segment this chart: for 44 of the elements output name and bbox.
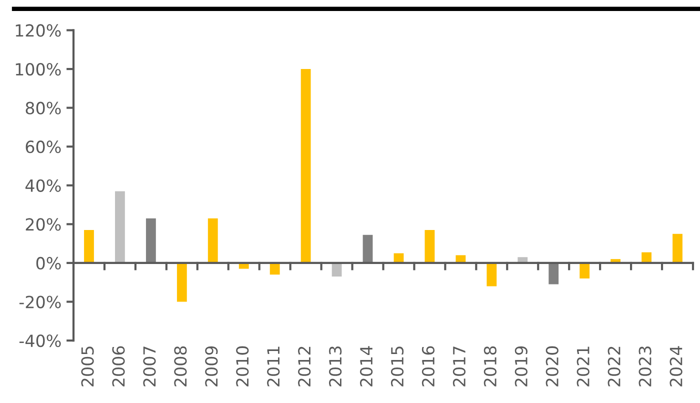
- x-tick-label: 2023: [638, 346, 652, 386]
- x-tick-label: 2019: [514, 346, 528, 386]
- bar: [672, 234, 682, 263]
- x-tick-label: 2024: [670, 346, 682, 386]
- y-tick-label: 0%: [36, 256, 61, 270]
- y-tick-label: -20%: [19, 296, 61, 308]
- x-tick-label: 2018: [484, 346, 496, 386]
- x-tick-label: 2011: [267, 346, 280, 386]
- bar: [176, 262, 187, 302]
- bar: [548, 262, 559, 284]
- x-tick-label: 2010: [236, 346, 249, 386]
- bar: [270, 262, 280, 275]
- bar: [580, 262, 590, 278]
- y-tick-label: 20%: [26, 218, 61, 231]
- bar: [642, 252, 652, 263]
- bar: [300, 69, 311, 263]
- bar: [146, 218, 156, 263]
- bar: [362, 234, 373, 263]
- x-tick-label: 2005: [81, 346, 94, 386]
- x-tick-label: 2015: [390, 346, 404, 386]
- y-tick-label: -40%: [19, 334, 61, 348]
- bar: [208, 218, 218, 263]
- y-tick-label: 60%: [26, 140, 61, 154]
- bar: [456, 255, 466, 263]
- x-tick-label: 2009: [205, 346, 218, 386]
- x-tick-label: 2007: [143, 346, 156, 386]
- x-tick-label: 2021: [576, 346, 590, 386]
- x-tick-label: 2017: [452, 346, 466, 386]
- bar: [84, 230, 94, 263]
- x-tick-label: 2014: [360, 346, 373, 386]
- bar: [486, 262, 497, 286]
- x-tick-label: 2012: [298, 346, 311, 386]
- x-tick-label: 2022: [608, 346, 620, 386]
- x-tick-label: 2013: [329, 346, 342, 386]
- x-tick-label: 2008: [174, 346, 187, 386]
- x-tick-label: 2006: [112, 346, 125, 386]
- y-tick-label: 120%: [16, 24, 61, 37]
- x-tick-label: 2016: [422, 346, 435, 386]
- y-tick-label: 40%: [25, 179, 61, 192]
- x-tick-label: 2020: [546, 346, 558, 386]
- y-tick-label: 100%: [16, 62, 61, 76]
- y-tick-label: 80%: [26, 102, 61, 114]
- bar: [115, 191, 125, 263]
- bar: [424, 230, 435, 263]
